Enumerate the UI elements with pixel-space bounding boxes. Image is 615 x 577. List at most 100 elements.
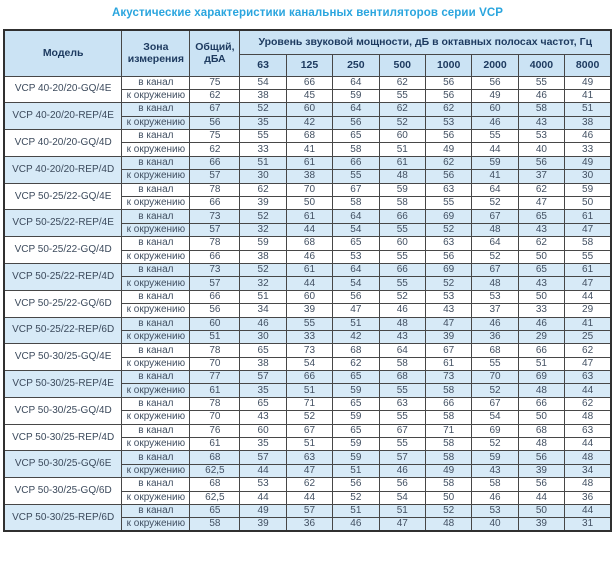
octave-band-value: 38 [285, 169, 334, 184]
octave-band-value: 71 [285, 396, 334, 412]
table-body: VCP 40-20/20-GQ/4E в канал 75 54 66 64 62 56 56 5… [3, 75, 612, 532]
table-header: Модель Зона измерения Общий, дБА Уровень… [3, 29, 612, 77]
total-dba-value: 56 [189, 115, 241, 131]
octave-band-value: 55 [378, 249, 426, 264]
octave-band-value: 55 [378, 410, 426, 425]
octave-band-value: 63 [285, 450, 334, 465]
octave-band-value: 44 [285, 276, 334, 291]
octave-band-value: 52 [471, 249, 519, 264]
total-dba-value: 62,5 [189, 490, 241, 506]
header-model: Модель [3, 29, 123, 77]
octave-band-value: 46 [564, 129, 612, 144]
total-dba-value: 77 [189, 370, 241, 385]
octave-band-value: 48 [517, 383, 566, 398]
total-dba-value: 58 [189, 517, 241, 532]
table-row: VCP 40-20/20-REP/4E в канал 67 52 60 64 62 62 60… [3, 102, 612, 131]
octave-band-value: 59 [564, 182, 612, 198]
octave-band-value: 39 [517, 463, 566, 479]
octave-band-value: 61 [424, 356, 473, 372]
octave-band-value: 56 [471, 75, 519, 90]
octave-band-value: 44 [285, 222, 334, 238]
octave-band-value: 63 [424, 182, 473, 198]
octave-band-value: 62 [378, 75, 426, 90]
octave-band-value: 68 [285, 129, 334, 144]
octave-band-value: 68 [285, 236, 334, 251]
octave-band-value: 42 [285, 115, 334, 131]
octave-band-value: 41 [564, 88, 612, 104]
octave-band-value: 64 [332, 75, 380, 90]
table-row: к окружению 57 32 44 54 55 52 48 43 47 [4, 222, 612, 238]
measurement-zone-label: в канал [121, 209, 191, 224]
octave-band-value: 51 [332, 463, 380, 479]
header-frequency: 1000 [424, 53, 473, 77]
octave-band-value: 48 [378, 316, 426, 331]
octave-band-value: 66 [517, 343, 566, 358]
octave-band-value: 68 [332, 343, 380, 358]
octave-band-value: 56 [424, 129, 473, 144]
measurement-zone-label: к окружению [121, 88, 191, 104]
table-row: к окружению 62 33 41 58 51 49 44 40 33 [4, 142, 612, 157]
octave-band-value: 36 [471, 329, 519, 345]
measurement-zone-label: в канал [121, 396, 191, 412]
octave-band-value: 51 [332, 503, 380, 519]
octave-band-value: 46 [471, 316, 519, 331]
octave-band-value: 55 [378, 276, 426, 291]
model-name: VCP 50-30/25-GQ/4D [3, 396, 123, 425]
octave-band-value: 57 [378, 450, 426, 465]
octave-band-value: 48 [517, 437, 566, 452]
octave-band-value: 52 [239, 262, 287, 278]
measurement-zone-label: в канал [121, 75, 191, 90]
measurement-zone-label: к окружению [121, 303, 191, 318]
octave-band-value: 50 [517, 503, 566, 519]
octave-band-value: 56 [517, 155, 566, 171]
octave-band-value: 56 [424, 169, 473, 184]
octave-band-value: 65 [332, 129, 380, 144]
table-row: VCP 50-30/25-GQ/6D в канал 68 53 62 56 56 58 58 5… [3, 477, 612, 505]
octave-band-value: 63 [378, 396, 426, 412]
octave-band-value: 67 [471, 396, 519, 412]
octave-band-value: 47 [564, 276, 612, 291]
octave-band-value: 63 [424, 236, 473, 251]
octave-band-value: 53 [517, 129, 566, 144]
octave-band-value: 44 [285, 490, 334, 506]
octave-band-value: 49 [239, 503, 287, 519]
measurement-zone-label: к окружению [121, 437, 191, 452]
model-name: VCP 50-25/22-GQ/4E [3, 182, 123, 211]
octave-band-value: 56 [332, 289, 380, 305]
measurement-zone-label: в канал [121, 316, 191, 331]
octave-band-value: 50 [564, 196, 612, 211]
octave-band-value: 58 [424, 477, 473, 492]
octave-band-value: 45 [285, 88, 334, 104]
octave-band-value: 49 [424, 463, 473, 479]
octave-band-value: 67 [424, 343, 473, 358]
total-dba-value: 66 [189, 289, 241, 305]
octave-band-value: 29 [564, 303, 612, 318]
octave-band-value: 44 [564, 437, 612, 452]
header-octave-band: Уровень звуковой мощности, дБ в октавных… [239, 29, 612, 55]
octave-band-value: 49 [471, 88, 519, 104]
octave-band-value: 53 [471, 503, 519, 519]
octave-band-value: 67 [471, 209, 519, 224]
measurement-zone-label: в канал [121, 477, 191, 492]
octave-band-value: 48 [564, 410, 612, 425]
total-dba-value: 62,5 [189, 463, 241, 479]
octave-band-value: 56 [424, 75, 473, 90]
octave-band-value: 30 [239, 329, 287, 345]
octave-band-value: 55 [378, 222, 426, 238]
octave-band-value: 65 [239, 396, 287, 412]
octave-band-value: 43 [378, 329, 426, 345]
octave-band-value: 56 [424, 88, 473, 104]
header-row-frequencies: 63 125 250 500 1000 2000 4000 8000 [4, 53, 612, 77]
model-name: VCP 50-30/25-GQ/4E [3, 343, 123, 372]
octave-band-value: 55 [471, 129, 519, 144]
octave-band-value: 55 [378, 437, 426, 452]
octave-band-value: 67 [285, 423, 334, 439]
total-dba-value: 57 [189, 169, 241, 184]
octave-band-value: 53 [471, 289, 519, 305]
octave-band-value: 33 [517, 303, 566, 318]
model-name: VCP 50-30/25-REP/4E [3, 370, 123, 398]
octave-band-value: 37 [517, 169, 566, 184]
octave-band-value: 52 [332, 490, 380, 506]
octave-band-value: 52 [424, 222, 473, 238]
octave-band-value: 65 [332, 423, 380, 439]
